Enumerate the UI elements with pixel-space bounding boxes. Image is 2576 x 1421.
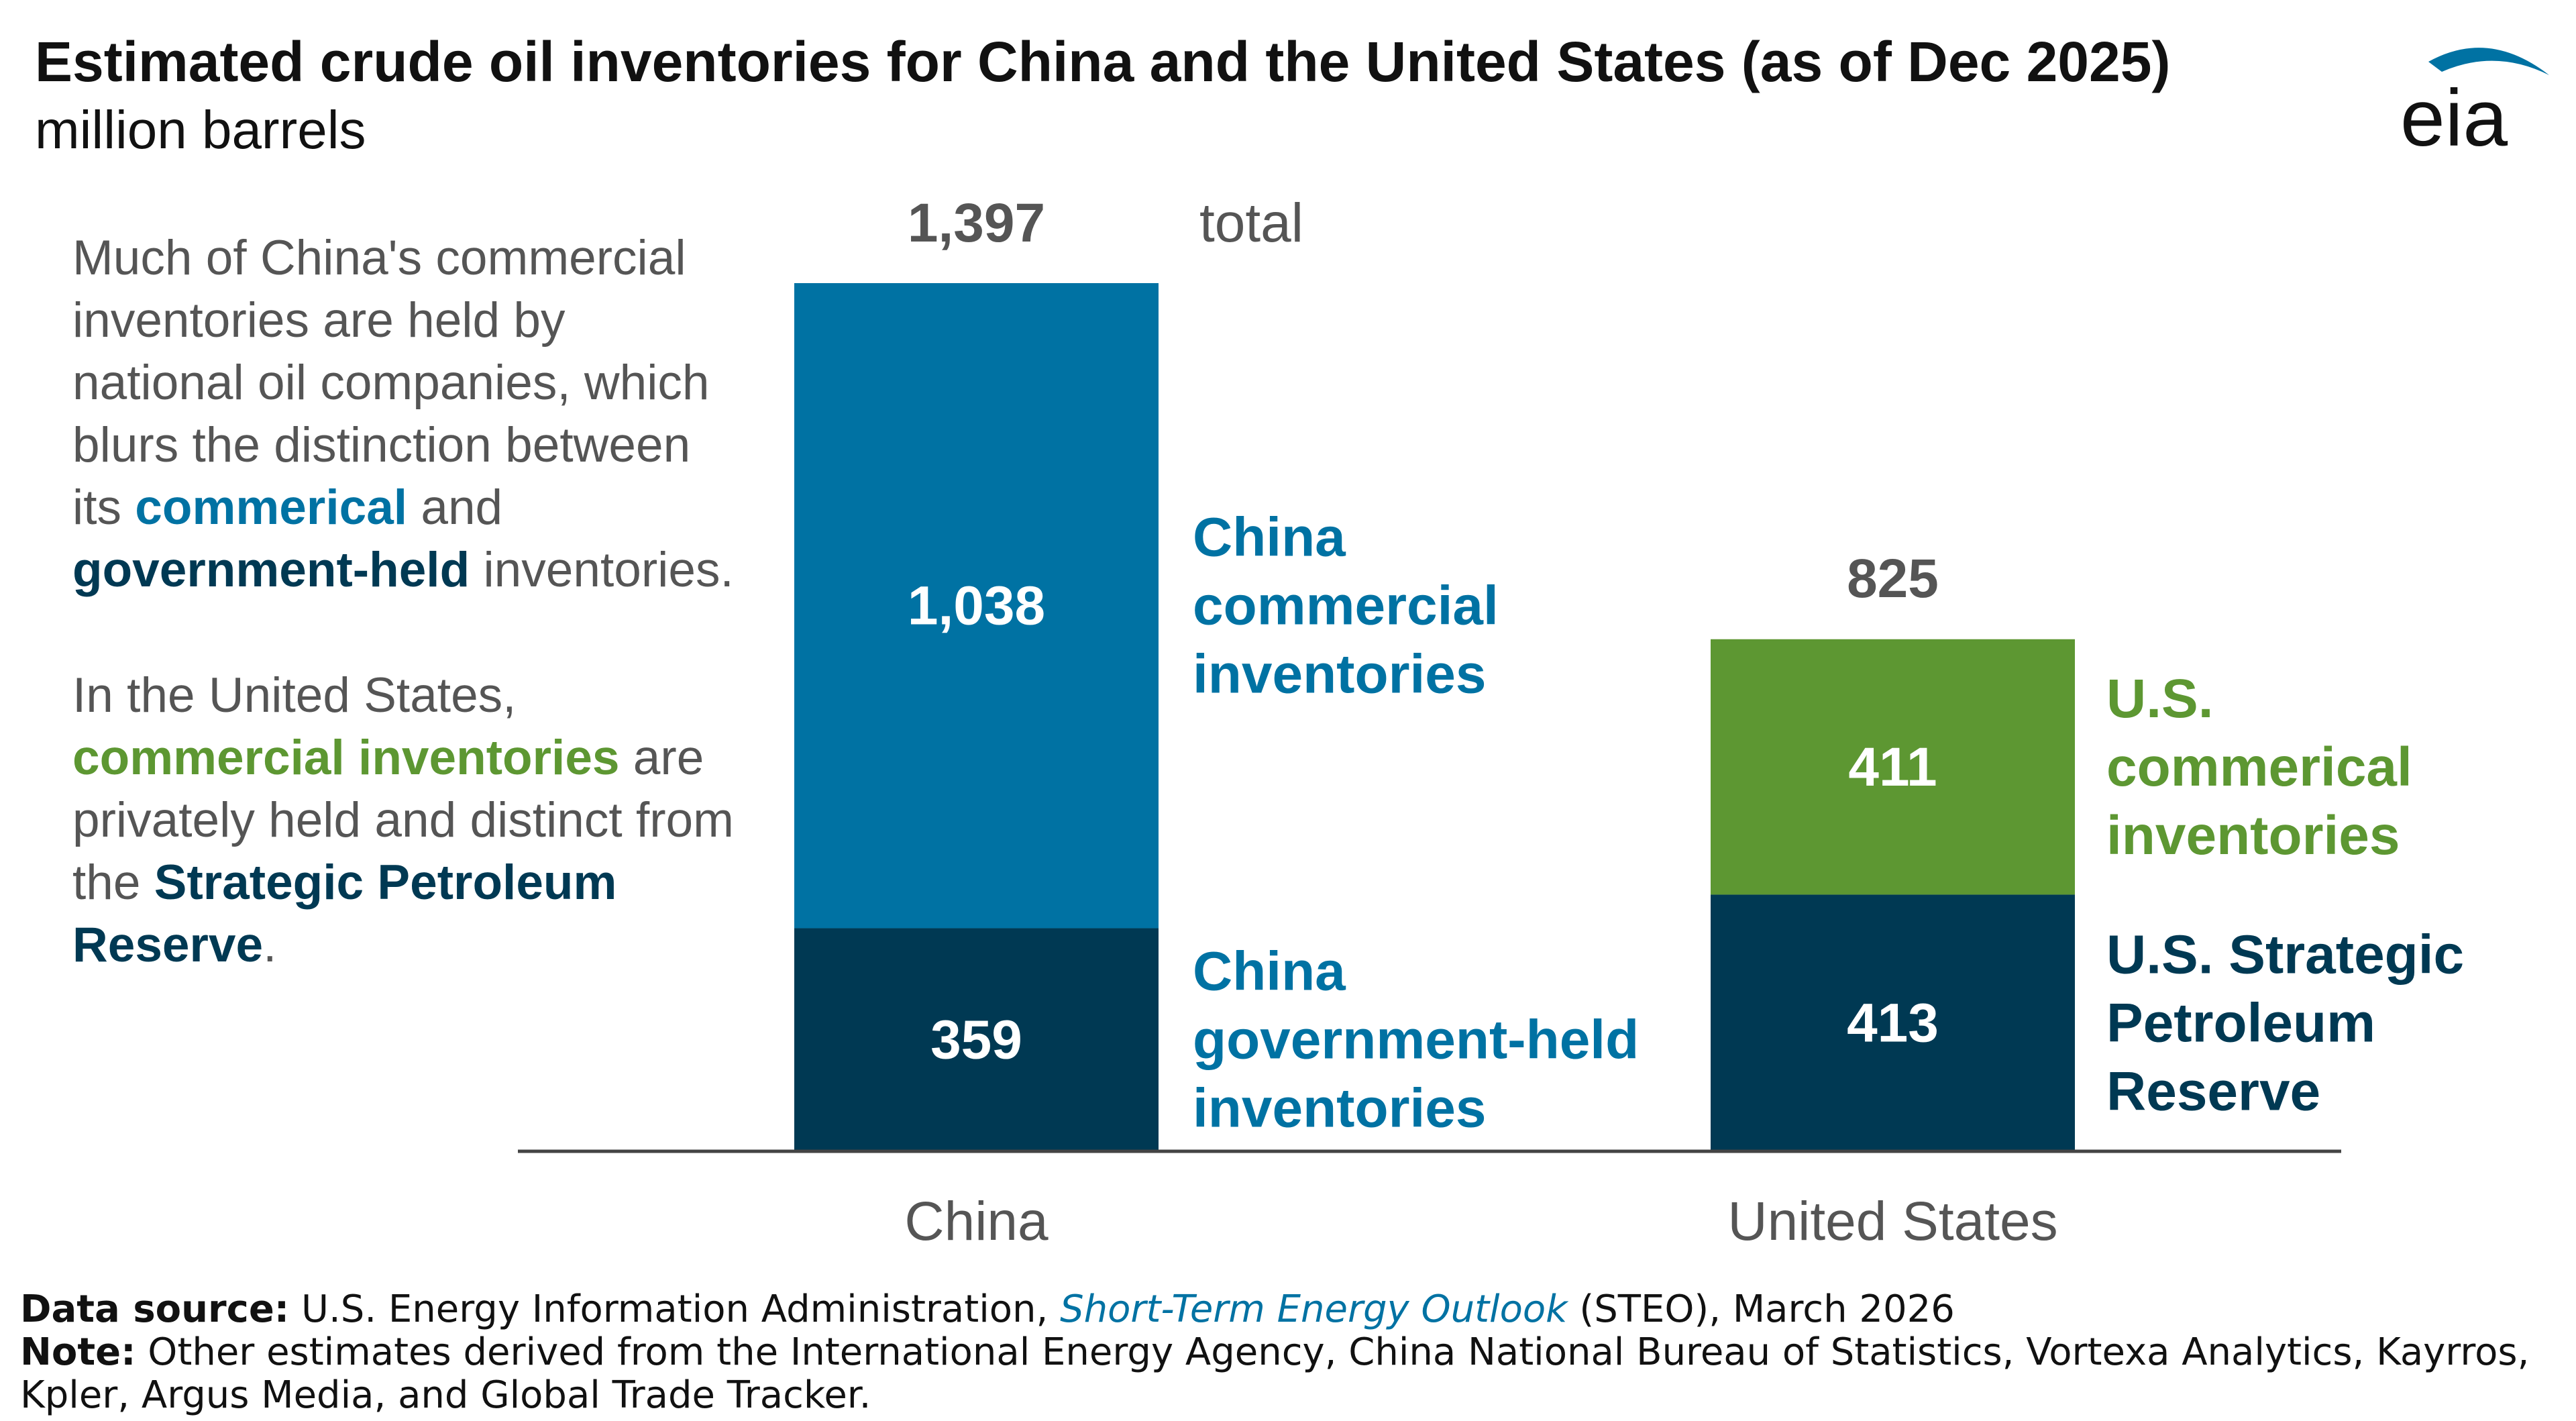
bar-government-0 bbox=[794, 928, 1159, 1151]
chart-subtitle: million barrels bbox=[35, 100, 366, 160]
bar-commercial-0 bbox=[794, 283, 1159, 929]
total-suffix-label: total bbox=[1199, 193, 1303, 254]
note-line: Note: Other estimates derived from the I… bbox=[20, 1330, 2530, 1417]
steo-link[interactable]: Short-Term Energy Outlook bbox=[1060, 1287, 1568, 1331]
bar-commercial-1 bbox=[1711, 639, 2075, 895]
logo-swoosh-icon bbox=[2428, 48, 2549, 75]
eia-logo: eia bbox=[2400, 48, 2549, 156]
footer-notes: Data source: U.S. Energy Information Adm… bbox=[20, 1288, 2563, 1417]
narrative-us-commercial-term: commercial inventories bbox=[72, 731, 620, 785]
series-label-government-0-line-2: inventories bbox=[1193, 1078, 1486, 1139]
series-label-government-0-line-1: government-held bbox=[1193, 1010, 1639, 1071]
series-label-government-1-line-0: U.S. Strategic bbox=[2106, 925, 2464, 986]
series-label-commercial-1-line-1: commerical bbox=[2106, 737, 2412, 798]
series-label-commercial-0-line-1: commercial bbox=[1193, 576, 1499, 637]
bar-value-label-commercial-0: 1,038 bbox=[908, 576, 1045, 637]
bar-government-1 bbox=[1711, 894, 2075, 1151]
logo-text: eia bbox=[2400, 73, 2508, 156]
series-label-commercial-0-line-2: inventories bbox=[1193, 644, 1486, 705]
narrative-government-term: government-held bbox=[72, 543, 470, 597]
narrative-text: Much of China's commercial inventories a… bbox=[72, 227, 743, 1039]
series-label-government-1-line-2: Reserve bbox=[2106, 1061, 2320, 1122]
chart-title: Estimated crude oil inventories for Chin… bbox=[35, 30, 2171, 93]
narrative-spr-term: Strategic Petroleum Reserve bbox=[72, 855, 617, 972]
series-label-government-1-line-1: Petroleum bbox=[2106, 993, 2375, 1054]
x-tick-label-1: United States bbox=[1727, 1191, 2057, 1252]
series-label-government-0-line-0: China bbox=[1193, 941, 1346, 1002]
bar-value-label-government-1: 413 bbox=[1847, 993, 1939, 1054]
narrative-us-paragraph: In the United States, commercial invento… bbox=[72, 668, 734, 972]
x-tick-label-0: China bbox=[904, 1191, 1049, 1252]
narrative-china-paragraph: Much of China's commercial inventories a… bbox=[72, 231, 734, 597]
series-label-commercial-0-line-0: China bbox=[1193, 507, 1346, 568]
bar-value-label-commercial-1: 411 bbox=[1848, 737, 1937, 798]
narrative-commercial-term: commerical bbox=[135, 480, 408, 535]
series-label-commercial-1-line-0: U.S. bbox=[2106, 668, 2213, 729]
total-value-label-1: 825 bbox=[1847, 548, 1939, 609]
series-label-commercial-1-line-2: inventories bbox=[2106, 805, 2400, 866]
total-value-label-0: 1,397 bbox=[908, 193, 1045, 254]
data-source-line: Data source: U.S. Energy Information Adm… bbox=[20, 1287, 1955, 1331]
bar-value-label-government-0: 359 bbox=[930, 1010, 1022, 1071]
